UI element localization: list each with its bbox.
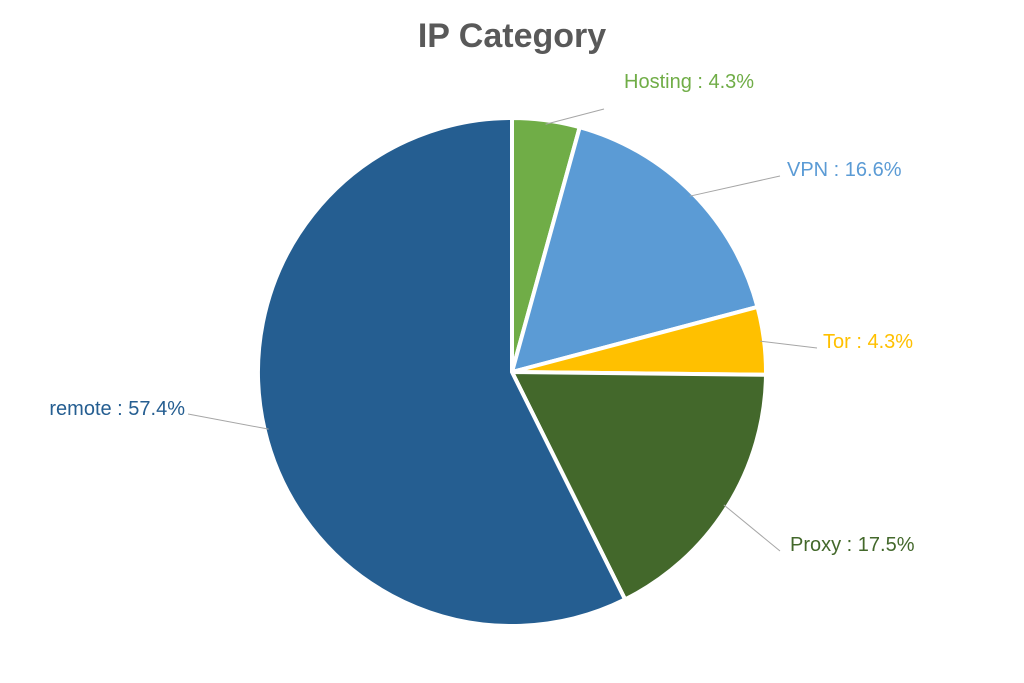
slice-remote <box>256 116 628 628</box>
data-labels: Hosting : 4.3% VPN : 16.6% Tor : 4.3% Proxy… <box>49 71 914 556</box>
data-label-proxy: Proxy : 17.5% <box>790 534 915 556</box>
leader-line-tor <box>760 340 818 349</box>
slice-vpn <box>510 125 760 374</box>
data-label-hosting: Hosting : 4.3% <box>624 71 754 93</box>
leader-line-hosting <box>545 108 605 125</box>
chart-title: IP Category <box>418 17 606 55</box>
leader-line-remote <box>187 413 269 430</box>
data-label-tor: Tor : 4.3% <box>823 331 913 353</box>
slice-proxy <box>510 370 768 602</box>
leader-line-proxy <box>723 504 781 552</box>
data-label-vpn: VPN : 16.6% <box>787 159 902 181</box>
pie-slices <box>256 116 768 628</box>
leader-line-vpn <box>689 175 781 197</box>
data-label-remote: remote : 57.4% <box>49 398 185 420</box>
leader-lines <box>187 108 818 552</box>
